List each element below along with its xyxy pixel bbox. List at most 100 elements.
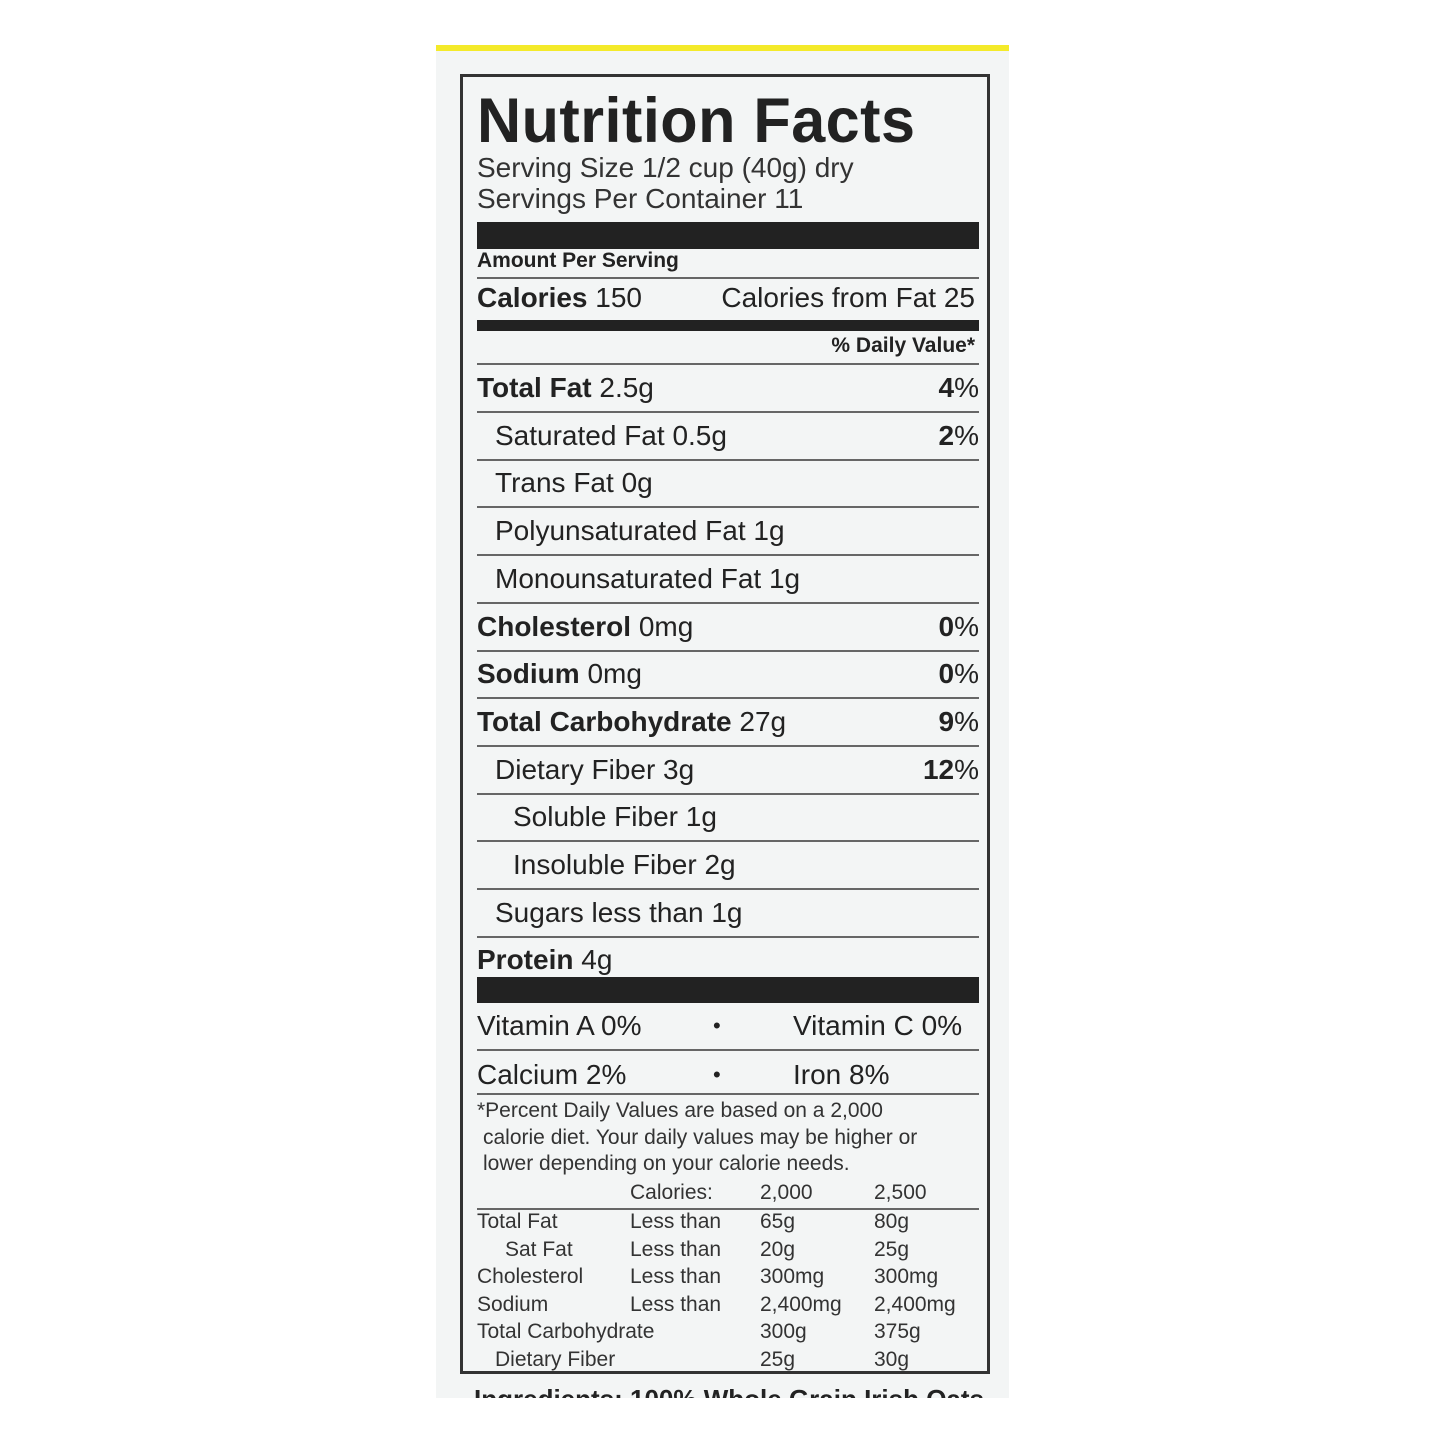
nutrient-row: Sodium 0mg 0% [477, 651, 979, 700]
nutrient-label: Total Fat 2.5g [477, 365, 654, 411]
amount-per-serving: Amount Per Serving [477, 249, 679, 272]
divider [477, 363, 979, 365]
nutrient-amount: 2.5g [599, 372, 654, 403]
nutrient-label: Polyunsaturated Fat 1g [477, 508, 785, 554]
nutrient-row: Soluble Fiber 1g [477, 794, 979, 843]
dv-percent-sign: % [954, 419, 979, 451]
nutrient-amount: 0mg [638, 610, 694, 642]
vitamin-row: Vitamin A 0% • Vitamin C 0% [477, 1003, 979, 1051]
dv-table-cell: 300mg [874, 1265, 939, 1289]
dv-table-cell: 375g [874, 1320, 921, 1344]
nutrient-label: Sodium 0mg [477, 651, 642, 697]
nutrient-name: Dietary Fiber [495, 753, 656, 785]
nutrient-label: Cholesterol 0mg [477, 604, 693, 650]
dv-table-cell: 2,400mg [874, 1292, 956, 1316]
nutrient-name: Polyunsaturated Fat [495, 515, 746, 547]
dv-percent-sign: % [954, 610, 979, 642]
nutrient-row: Total Carbohydrate 27g 9% [477, 699, 979, 747]
vitamin-a: Vitamin A 0% [477, 1010, 642, 1041]
nutrient-row: Sugars less than 1g [477, 890, 979, 938]
dv-table-cell: Less than [630, 1237, 722, 1261]
daily-value-percent: 4% [939, 365, 979, 411]
dv-table-cell: Sat Fat [505, 1237, 573, 1261]
nutrient-label: Total Carbohydrate 27g [477, 699, 786, 745]
footnote-line: calorie diet. Your daily values may be h… [483, 1126, 918, 1149]
daily-value-percent: 12% [923, 747, 979, 793]
calories-value: 150 [595, 282, 642, 313]
dv-table-cell: 30g [874, 1348, 910, 1371]
nutrient-amount: 2g [704, 849, 736, 880]
dv-table-cell: 2,400mg [760, 1292, 842, 1316]
calcium: Calcium 2% [477, 1059, 627, 1090]
dv-table-cell: 65g [760, 1210, 796, 1233]
nutrient-amount: 3g [663, 753, 695, 785]
nutrient-name: Sodium [477, 658, 580, 690]
nutrient-label: Monounsaturated Fat 1g [477, 556, 800, 602]
nutrition-panel: Nutrition Facts Serving Size 1/2 cup (40… [436, 45, 1009, 1398]
dv-percent-sign: % [954, 705, 979, 737]
dv-table-cell: 25g [760, 1348, 796, 1371]
dv-table-cell: 80g [874, 1210, 910, 1233]
nutrient-name: Trans Fat [495, 467, 614, 499]
dv-number: 12 [922, 753, 955, 785]
nutrient-row: Trans Fat 0g [477, 460, 979, 509]
nutrient-label: Dietary Fiber 3g [477, 747, 694, 793]
servings-per-container: Servings Per Container 11 [477, 183, 804, 214]
iron: Iron 8% [793, 1059, 890, 1090]
nutrient-name: Protein [477, 944, 574, 976]
nutrient-name: Insoluble Fiber [513, 849, 697, 880]
nutrient-row: Cholesterol 0mg 0% [477, 604, 979, 652]
dv-table-cell: Dietary Fiber [495, 1348, 616, 1371]
daily-value-percent: 0% [939, 651, 979, 697]
nutrient-label: Soluble Fiber 1g [477, 794, 717, 840]
nutrient-amount: 1g [753, 515, 785, 547]
nutrient-name: Total Carbohydrate [477, 705, 732, 737]
label-title: Nutrition Facts [477, 86, 916, 156]
dv-table-cell: Less than [630, 1292, 722, 1316]
nutrient-name: Monounsaturated Fat [495, 562, 762, 594]
bullet: • [713, 1013, 721, 1038]
dv-number: 4 [938, 372, 955, 403]
dv-table-cell: 20g [760, 1237, 796, 1261]
nutrient-name: Total Fat [477, 372, 592, 403]
dv-table-header-calories: Calories: [630, 1181, 713, 1204]
vitamin-row: Calcium 2% • Iron 8% [477, 1051, 979, 1095]
nutrient-name: Saturated Fat [495, 419, 665, 451]
calories-from-fat: Calories from Fat 25 [721, 282, 975, 313]
nutrient-label: Insoluble Fiber 2g [477, 842, 736, 888]
dv-table-cell: Total Carbohydrate [477, 1320, 655, 1344]
nutrient-row: Monounsaturated Fat 1g [477, 556, 979, 604]
nutrient-amount: 0g [621, 467, 653, 499]
dv-table-cell: 25g [874, 1237, 910, 1261]
nutrient-label: Sugars less than 1g [477, 890, 743, 936]
dv-table-cell: 300mg [760, 1265, 825, 1289]
dv-percent-sign: % [954, 372, 979, 403]
dv-table-header-2500: 2,500 [874, 1181, 927, 1204]
vitamin-c: Vitamin C 0% [793, 1010, 963, 1041]
dv-table-cell: Sodium [477, 1292, 549, 1316]
nutrient-amount: 0.5g [672, 419, 727, 451]
nutrient-amount: 1g [768, 562, 801, 594]
daily-value-percent: 0% [939, 604, 979, 650]
nutrient-amount: 27g [739, 705, 787, 737]
divider [477, 1208, 979, 1210]
dv-table-cell: Cholesterol [477, 1265, 584, 1289]
nutrient-label: Saturated Fat 0.5g [477, 413, 727, 459]
dv-table-cell: Less than [630, 1265, 722, 1289]
dv-number: 0 [938, 658, 955, 690]
nutrient-label: Protein 4g [477, 937, 612, 983]
nutrition-facts-label: Nutrition Facts Serving Size 1/2 cup (40… [460, 74, 990, 1374]
footnote-line: *Percent Daily Values are based on a 2,0… [477, 1099, 883, 1122]
dv-number: 9 [938, 705, 955, 737]
dv-table-cell: 300g [760, 1320, 807, 1344]
daily-value-percent: 9% [939, 699, 979, 745]
calories-row: Calories 150 [477, 282, 642, 314]
dv-number: 2 [938, 419, 955, 451]
nutrient-row: Saturated Fat 0.5g 2% [477, 413, 979, 461]
yellow-stripe [436, 45, 1009, 51]
nutrient-amount: 4g [581, 944, 613, 976]
dv-table-cell: Less than [630, 1210, 722, 1233]
dv-percent-sign: % [954, 658, 979, 690]
footnote-line: lower depending on your calorie needs. [483, 1152, 850, 1175]
dv-table-cell: Total Fat [477, 1210, 558, 1233]
